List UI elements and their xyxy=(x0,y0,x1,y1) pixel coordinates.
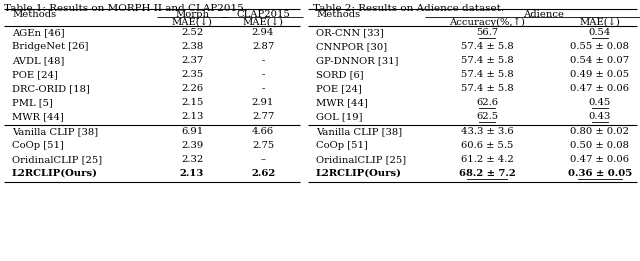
Text: 0.43: 0.43 xyxy=(589,112,611,121)
Text: CoOp [51]: CoOp [51] xyxy=(316,141,368,150)
Text: Methods: Methods xyxy=(12,10,56,19)
Text: 0.47 ± 0.06: 0.47 ± 0.06 xyxy=(570,84,630,93)
Text: 0.54: 0.54 xyxy=(589,28,611,37)
Text: 2.15: 2.15 xyxy=(181,98,203,107)
Text: 2.91: 2.91 xyxy=(252,98,274,107)
Text: 57.4 ± 5.8: 57.4 ± 5.8 xyxy=(461,84,513,93)
Text: 57.4 ± 5.8: 57.4 ± 5.8 xyxy=(461,70,513,79)
Text: 6.91: 6.91 xyxy=(181,127,203,136)
Text: 61.2 ± 4.2: 61.2 ± 4.2 xyxy=(461,155,513,164)
Text: BridgeNet [26]: BridgeNet [26] xyxy=(12,42,88,51)
Text: 56.7: 56.7 xyxy=(476,28,498,37)
Text: 2.75: 2.75 xyxy=(252,141,274,150)
Text: 2.87: 2.87 xyxy=(252,42,274,51)
Text: PML [5]: PML [5] xyxy=(12,98,53,107)
Text: L2RCLIP(Ours): L2RCLIP(Ours) xyxy=(12,169,98,178)
Text: Table 2: Results on Adience dataset.: Table 2: Results on Adience dataset. xyxy=(313,4,504,13)
Text: 2.38: 2.38 xyxy=(181,42,203,51)
Text: -: - xyxy=(261,84,265,93)
Text: MAE(↓): MAE(↓) xyxy=(579,18,621,27)
Text: -: - xyxy=(261,56,265,65)
Text: –: – xyxy=(260,155,266,164)
Text: Vanilla CLIP [38]: Vanilla CLIP [38] xyxy=(12,127,98,136)
Text: MAE(↓): MAE(↓) xyxy=(243,18,284,27)
Text: MAE(↓): MAE(↓) xyxy=(172,18,212,27)
Text: 2.26: 2.26 xyxy=(181,84,203,93)
Text: 2.32: 2.32 xyxy=(181,155,203,164)
Text: 2.77: 2.77 xyxy=(252,112,274,121)
Text: Vanilla CLIP [38]: Vanilla CLIP [38] xyxy=(316,127,402,136)
Text: 0.47 ± 0.06: 0.47 ± 0.06 xyxy=(570,155,630,164)
Text: POE [24]: POE [24] xyxy=(12,70,58,79)
Text: POE [24]: POE [24] xyxy=(316,84,362,93)
Text: 4.66: 4.66 xyxy=(252,127,274,136)
Text: 0.54 ± 0.07: 0.54 ± 0.07 xyxy=(570,56,630,65)
Text: 57.4 ± 5.8: 57.4 ± 5.8 xyxy=(461,42,513,51)
Text: L2RCLIP(Ours): L2RCLIP(Ours) xyxy=(316,169,402,178)
Text: 0.45: 0.45 xyxy=(589,98,611,107)
Text: OR-CNN [33]: OR-CNN [33] xyxy=(316,28,384,37)
Text: 0.80 ± 0.02: 0.80 ± 0.02 xyxy=(570,127,630,136)
Text: 0.36 ± 0.05: 0.36 ± 0.05 xyxy=(568,169,632,178)
Text: CNNPOR [30]: CNNPOR [30] xyxy=(316,42,387,51)
Text: 2.94: 2.94 xyxy=(252,28,274,37)
Text: 68.2 ± 7.2: 68.2 ± 7.2 xyxy=(459,169,515,178)
Text: 2.13: 2.13 xyxy=(181,112,203,121)
Text: 2.39: 2.39 xyxy=(181,141,203,150)
Text: MWR [44]: MWR [44] xyxy=(316,98,368,107)
Text: CoOp [51]: CoOp [51] xyxy=(12,141,64,150)
Text: OridinalCLIP [25]: OridinalCLIP [25] xyxy=(12,155,102,164)
Text: 57.4 ± 5.8: 57.4 ± 5.8 xyxy=(461,56,513,65)
Text: DRC-ORID [18]: DRC-ORID [18] xyxy=(12,84,90,93)
Text: 43.3 ± 3.6: 43.3 ± 3.6 xyxy=(461,127,513,136)
Text: GOL [19]: GOL [19] xyxy=(316,112,362,121)
Text: AGEn [46]: AGEn [46] xyxy=(12,28,65,37)
Text: SORD [6]: SORD [6] xyxy=(316,70,364,79)
Text: 2.62: 2.62 xyxy=(251,169,275,178)
Text: MWR [44]: MWR [44] xyxy=(12,112,64,121)
Text: 0.55 ± 0.08: 0.55 ± 0.08 xyxy=(570,42,630,51)
Text: 2.35: 2.35 xyxy=(181,70,203,79)
Text: Table 1: Results on MORPH II and CLAP2015.: Table 1: Results on MORPH II and CLAP201… xyxy=(4,4,247,13)
Text: OridinalCLIP [25]: OridinalCLIP [25] xyxy=(316,155,406,164)
Text: -: - xyxy=(261,70,265,79)
Text: Methods: Methods xyxy=(316,10,360,19)
Text: CLAP2015: CLAP2015 xyxy=(236,10,290,19)
Text: 0.49 ± 0.05: 0.49 ± 0.05 xyxy=(570,70,630,79)
Text: 62.6: 62.6 xyxy=(476,98,498,107)
Text: 0.50 ± 0.08: 0.50 ± 0.08 xyxy=(570,141,630,150)
Text: Accuracy(%,↑): Accuracy(%,↑) xyxy=(449,18,525,27)
Text: 2.52: 2.52 xyxy=(181,28,203,37)
Text: GP-DNNOR [31]: GP-DNNOR [31] xyxy=(316,56,399,65)
Text: Adience: Adience xyxy=(523,10,564,19)
Text: Morph: Morph xyxy=(175,10,209,19)
Text: 2.37: 2.37 xyxy=(181,56,203,65)
Text: AVDL [48]: AVDL [48] xyxy=(12,56,65,65)
Text: 2.13: 2.13 xyxy=(180,169,204,178)
Text: 62.5: 62.5 xyxy=(476,112,498,121)
Text: 60.6 ± 5.5: 60.6 ± 5.5 xyxy=(461,141,513,150)
